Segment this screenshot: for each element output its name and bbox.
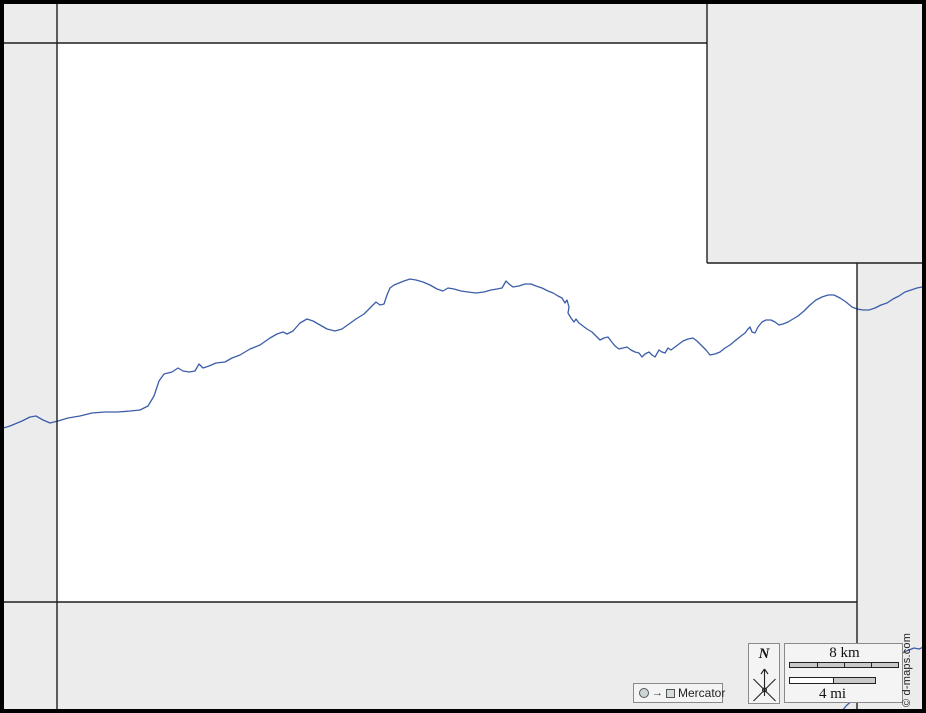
river-main bbox=[0, 278, 926, 430]
north-label: N bbox=[758, 646, 770, 662]
arrow-right-icon: → bbox=[652, 687, 663, 699]
sphere-icon bbox=[639, 688, 649, 698]
square-icon bbox=[666, 688, 675, 698]
scale-bar-km bbox=[789, 662, 899, 668]
scale-bar-box: 8 km 4 mi bbox=[784, 643, 903, 703]
scale-segment-white bbox=[790, 678, 833, 683]
scale-segment-gray bbox=[832, 678, 875, 683]
scale-bar-mi bbox=[789, 677, 876, 684]
scale-tick bbox=[871, 663, 872, 667]
north-arrow-box: N bbox=[748, 643, 780, 704]
scale-km-label: 8 km bbox=[829, 645, 860, 661]
scale-mi-label: 4 mi bbox=[818, 686, 847, 702]
copyright-label: © d-maps.com bbox=[901, 632, 913, 707]
county-shape bbox=[57, 43, 857, 602]
scale-tick bbox=[817, 663, 818, 667]
scale-tick bbox=[844, 663, 845, 667]
projection-legend: → Mercator bbox=[633, 683, 726, 703]
north-arrow-icon bbox=[753, 668, 776, 702]
projection-label: Mercator bbox=[678, 686, 726, 700]
